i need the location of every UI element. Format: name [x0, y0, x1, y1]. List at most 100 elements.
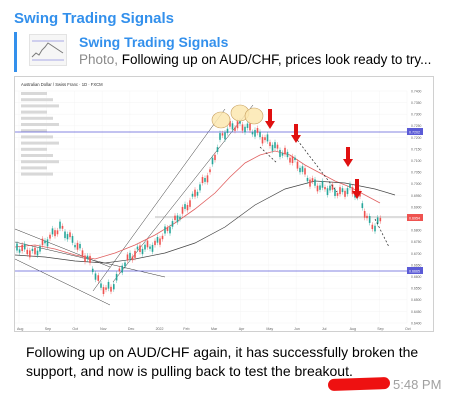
candle — [224, 130, 226, 142]
chart-photo[interactable]: Australian Dollar / Swiss Franc · 1D · F… — [14, 76, 434, 332]
candle — [284, 145, 286, 157]
indicator-legend-row — [21, 166, 47, 170]
candle — [299, 165, 301, 175]
candle — [41, 236, 44, 248]
candle — [339, 184, 341, 197]
indicator-legend-row — [21, 147, 47, 151]
candle — [264, 134, 266, 143]
candle — [136, 244, 139, 252]
candle — [304, 165, 306, 177]
price-axis-label: 0.6550 — [411, 287, 421, 291]
candle — [110, 284, 112, 295]
candle — [194, 187, 196, 200]
time-axis-label: Aug — [350, 327, 356, 331]
indicator-legend-row — [21, 104, 59, 108]
candle — [126, 251, 129, 263]
candle — [36, 248, 39, 258]
candle — [344, 188, 346, 200]
candle — [376, 215, 379, 227]
candle — [219, 130, 221, 143]
candle — [86, 253, 89, 262]
candle — [256, 125, 259, 136]
candle — [296, 159, 299, 172]
candle — [181, 204, 184, 217]
candle — [254, 127, 256, 140]
indicator-legend-row — [21, 135, 53, 139]
candle — [368, 213, 371, 226]
candle — [91, 266, 94, 275]
candle — [286, 149, 289, 160]
time-axis-label: Oct — [405, 327, 411, 331]
candle — [209, 166, 211, 175]
candle — [149, 244, 151, 252]
candle — [274, 139, 276, 151]
price-axis-label: 0.6900 — [411, 205, 421, 209]
candle — [261, 134, 264, 146]
candle — [64, 229, 66, 241]
candle — [246, 121, 249, 131]
indicator-legend-row — [21, 141, 59, 145]
price-axis-label: 0.6750 — [411, 240, 421, 244]
price-axis-label: 0.7000 — [411, 182, 421, 186]
candle — [21, 242, 23, 254]
candle — [336, 190, 339, 199]
candle — [44, 237, 46, 246]
candle — [26, 247, 29, 257]
price-axis-label: 0.6650 — [411, 263, 421, 267]
candle — [316, 183, 319, 194]
candle — [74, 242, 76, 250]
price-axis-label: 0.6500 — [411, 298, 421, 302]
candle — [324, 184, 326, 192]
channel-name[interactable]: Swing Trading Signals — [14, 10, 175, 27]
time-axis-label: Feb — [183, 327, 189, 331]
price-axis-label: 0.7050 — [411, 171, 421, 175]
time-axis-label: Apr — [239, 327, 245, 331]
candle — [131, 253, 134, 263]
candle — [139, 242, 141, 255]
candle — [107, 279, 110, 292]
candle — [59, 219, 61, 232]
candle — [81, 247, 84, 259]
candle — [211, 155, 214, 167]
price-axis-label: 0.7400 — [411, 89, 421, 93]
price-axis-label: 0.7200 — [411, 136, 421, 140]
candle — [102, 284, 105, 297]
candle — [221, 130, 224, 139]
candle — [159, 235, 161, 248]
candle — [154, 238, 156, 248]
candle — [301, 163, 304, 175]
candle — [371, 222, 374, 232]
candle — [319, 182, 321, 193]
candle — [56, 227, 59, 237]
message-caption: Following up on AUD/CHF again, it has su… — [26, 344, 419, 379]
indicator-legend-row — [21, 116, 53, 120]
price-axis-label: 0.7100 — [411, 159, 421, 163]
candle — [184, 201, 186, 212]
candle — [113, 281, 115, 292]
candle — [46, 236, 49, 249]
candle — [363, 208, 366, 221]
candle — [118, 266, 121, 274]
candle — [191, 191, 194, 200]
reply-kind: Photo, — [79, 52, 119, 67]
candle — [34, 245, 36, 257]
candle — [84, 253, 86, 265]
candle — [18, 246, 21, 256]
price-axis-label: 0.6950 — [411, 194, 421, 198]
candle — [76, 240, 79, 253]
candle — [61, 223, 64, 232]
candle — [241, 121, 244, 134]
candle — [29, 247, 31, 260]
price-axis-label: 0.6700 — [411, 252, 421, 256]
candle — [196, 189, 199, 199]
indicator-legend-row — [21, 110, 47, 114]
candle — [294, 155, 296, 163]
candle — [31, 246, 34, 254]
price-axis-label: 0.6400 — [411, 321, 421, 325]
reply-preview[interactable]: Swing Trading Signals Photo, Following u… — [14, 32, 434, 72]
candle — [341, 185, 344, 195]
time-axis-label: Dec — [128, 327, 135, 331]
candle — [124, 259, 126, 269]
reply-preview-text: Following up on AUD/CHF, prices look rea… — [118, 52, 432, 67]
candle — [321, 178, 324, 191]
